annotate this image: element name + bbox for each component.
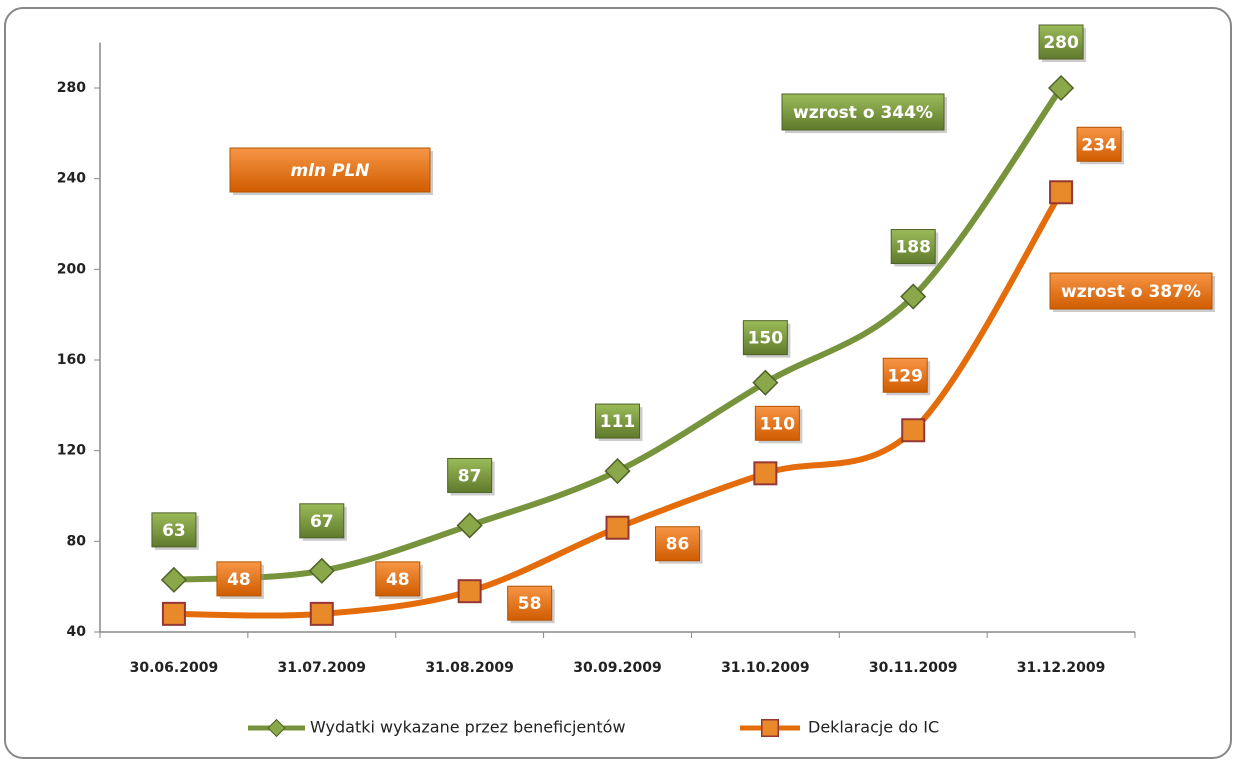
x-tick-label: 30.09.2009 <box>573 660 662 676</box>
y-tick-label: 200 <box>57 261 86 277</box>
point <box>753 461 778 486</box>
label-box <box>151 512 197 548</box>
data-label: 67 <box>310 512 334 532</box>
data-label: wzrost o 344% <box>793 103 933 123</box>
data-label: 110 <box>760 414 796 434</box>
label-box <box>1038 24 1084 60</box>
legend-label: Wydatki wykazane przez beneficjentów <box>310 718 626 737</box>
x-tick-label: 31.12.2009 <box>1017 660 1106 676</box>
y-tick-label: 280 <box>57 80 86 96</box>
label-box <box>1049 272 1213 310</box>
point <box>457 579 482 604</box>
data-label: 48 <box>227 570 251 590</box>
label-box <box>781 93 945 131</box>
label-box <box>1076 126 1122 162</box>
data-label: 48 <box>386 570 410 590</box>
label-box <box>655 526 700 562</box>
chart-frame <box>4 7 1232 759</box>
data-label: 87 <box>458 466 482 486</box>
y-tick-label: 120 <box>57 443 86 459</box>
label-box <box>375 561 421 597</box>
point <box>160 566 187 593</box>
label-box <box>447 457 493 493</box>
data-label: 111 <box>600 412 636 432</box>
label-box <box>216 561 262 597</box>
data-label: 86 <box>666 535 690 555</box>
label-box <box>507 585 553 621</box>
x-tick-label: 31.08.2009 <box>425 660 514 676</box>
data-label: 280 <box>1043 33 1079 53</box>
point <box>605 515 630 540</box>
legend-marker <box>761 719 779 737</box>
x-tick-label: 31.07.2009 <box>277 660 366 676</box>
x-tick-label: 30.11.2009 <box>869 660 958 676</box>
point <box>308 557 335 584</box>
point <box>901 418 926 443</box>
point <box>752 369 779 396</box>
label-box <box>229 147 431 193</box>
point <box>309 601 334 626</box>
x-tick-label: 30.06.2009 <box>130 660 219 676</box>
data-label: 58 <box>518 594 542 614</box>
label-box <box>595 403 640 439</box>
legend-marker <box>267 718 286 738</box>
point <box>900 283 927 310</box>
y-tick-label: 160 <box>57 352 86 368</box>
data-label: 63 <box>162 521 186 541</box>
data-label: wzrost o 387% <box>1061 282 1201 302</box>
label-box <box>754 405 800 441</box>
point <box>1048 74 1075 102</box>
data-label: 150 <box>748 329 784 349</box>
data-label: 129 <box>887 366 923 386</box>
label-box <box>299 503 345 539</box>
data-label: 188 <box>895 238 931 258</box>
point <box>604 458 631 485</box>
y-tick-label: 80 <box>67 533 87 549</box>
point <box>1049 180 1074 205</box>
point <box>161 601 186 626</box>
label-box <box>882 357 928 393</box>
legend-label: Deklaracje do IC <box>808 718 939 737</box>
label-box <box>742 320 788 356</box>
y-tick-label: 240 <box>57 171 86 187</box>
data-label: 234 <box>1081 135 1117 155</box>
y-tick-label: 40 <box>67 624 87 640</box>
data-label: mln PLN <box>290 161 369 181</box>
point <box>456 512 483 539</box>
label-box <box>890 229 936 265</box>
x-tick-label: 31.10.2009 <box>721 660 810 676</box>
